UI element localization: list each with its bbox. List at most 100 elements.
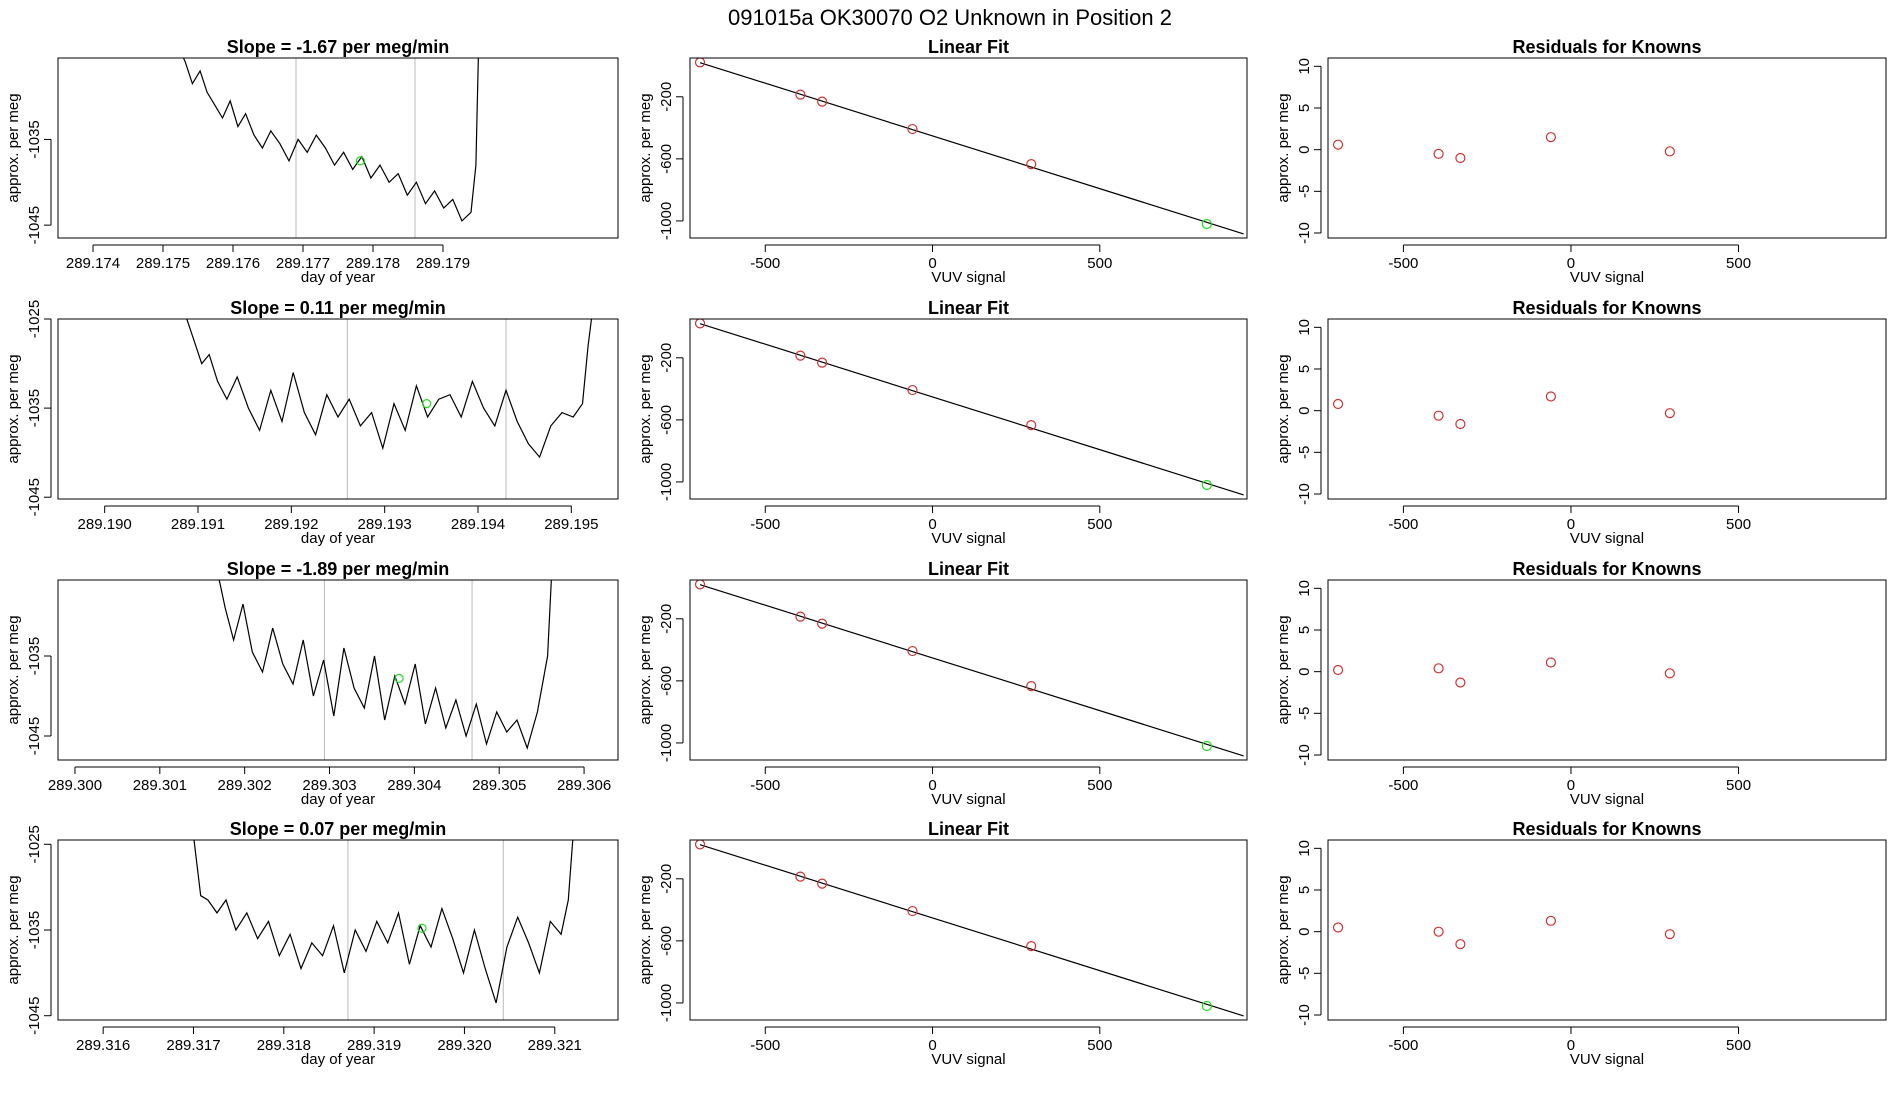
panel-title: Slope = 0.07 per meg/min bbox=[230, 819, 447, 839]
y-tick-label: -1000 bbox=[658, 724, 675, 762]
y-tick-label: -1025 bbox=[26, 300, 43, 338]
known-point bbox=[1433, 410, 1444, 421]
known-point bbox=[907, 905, 918, 917]
x-tick-label: 0 bbox=[1567, 516, 1575, 533]
known-point bbox=[817, 878, 828, 889]
fit-line bbox=[699, 62, 1244, 235]
x-axis-label: day of year bbox=[301, 530, 375, 547]
x-tick-label: 289.175 bbox=[136, 255, 190, 272]
unknown-point bbox=[417, 923, 427, 933]
plot-frame bbox=[689, 57, 1248, 239]
x-tick-label: -500 bbox=[750, 255, 780, 272]
x-tick-label: 289.194 bbox=[451, 516, 505, 533]
plot-frame bbox=[689, 579, 1248, 761]
known-point bbox=[1332, 922, 1344, 933]
y-tick-label: -10 bbox=[1296, 1004, 1313, 1026]
known-point bbox=[795, 611, 806, 622]
y-axis-label: approx. per meg bbox=[637, 354, 654, 463]
plot-frame bbox=[1327, 579, 1887, 761]
y-tick-label: -600 bbox=[658, 926, 675, 956]
known-point bbox=[1455, 152, 1466, 164]
x-tick-label: 289.304 bbox=[387, 777, 441, 794]
x-tick-label: 0 bbox=[1567, 777, 1575, 794]
known-point bbox=[1026, 159, 1037, 170]
plot-area bbox=[694, 580, 1244, 757]
x-tick-label: 289.176 bbox=[206, 255, 260, 272]
known-point bbox=[1664, 408, 1675, 419]
x-axis-label: VUV signal bbox=[1570, 530, 1644, 547]
figure-title: 091015a OK30070 O2 Unknown in Position 2 bbox=[728, 5, 1172, 30]
plot-frame bbox=[689, 839, 1248, 1021]
unknown-point bbox=[1201, 479, 1212, 491]
y-axis-label: approx. per meg bbox=[5, 354, 22, 463]
x-tick-label: 289.317 bbox=[166, 1037, 220, 1054]
x-tick-label: -500 bbox=[750, 777, 780, 794]
unknown-point bbox=[1201, 218, 1212, 230]
unknown-point bbox=[394, 673, 404, 684]
x-axis-label: day of year bbox=[301, 269, 375, 286]
x-tick-label: 500 bbox=[1726, 1037, 1751, 1054]
known-point bbox=[795, 89, 806, 100]
x-tick-label: 289.195 bbox=[544, 516, 598, 533]
x-tick-label: -500 bbox=[750, 516, 780, 533]
known-point bbox=[907, 645, 918, 657]
fit-line bbox=[699, 584, 1244, 757]
x-tick-label: -500 bbox=[1388, 516, 1418, 533]
x-tick-label: 289.178 bbox=[346, 255, 400, 272]
known-point bbox=[907, 384, 918, 396]
x-axis-label: VUV signal bbox=[1570, 1051, 1644, 1068]
x-tick-label: 289.190 bbox=[78, 516, 132, 533]
x-tick-label: 289.302 bbox=[218, 777, 272, 794]
known-point bbox=[1545, 391, 1556, 402]
known-point bbox=[1455, 677, 1466, 688]
x-tick-label: 289.303 bbox=[302, 777, 356, 794]
y-tick-label: -1000 bbox=[658, 202, 675, 240]
panel-title: Slope = -1.67 per meg/min bbox=[227, 37, 450, 57]
x-tick-label: 289.192 bbox=[264, 516, 318, 533]
plot-frame bbox=[1327, 839, 1887, 1021]
y-tick-label: -1000 bbox=[658, 984, 675, 1022]
y-tick-label: 10 bbox=[1296, 840, 1313, 857]
y-tick-label: -1035 bbox=[26, 637, 43, 675]
panel-title: Residuals for Knowns bbox=[1512, 298, 1701, 318]
known-point bbox=[1545, 657, 1556, 668]
known-point bbox=[1664, 146, 1675, 157]
plot-area bbox=[218, 580, 552, 760]
x-tick-label: 289.191 bbox=[171, 516, 225, 533]
y-tick-label: -1025 bbox=[26, 825, 43, 863]
known-point bbox=[1545, 915, 1556, 926]
plot-area bbox=[186, 319, 593, 499]
panel-4-3: -500 0 500 VUV signal 10 5 0 -5 -10 approx. per m… bbox=[1275, 819, 1887, 1068]
panel-3-1: 289.300 289.301 289.302 289.303 289.304 289.3… bbox=[5, 559, 619, 808]
known-point bbox=[795, 871, 806, 882]
signal-trace bbox=[218, 580, 552, 750]
x-tick-label: 500 bbox=[1087, 777, 1112, 794]
y-tick-label: 5 bbox=[1296, 104, 1313, 112]
y-tick-label: -1045 bbox=[26, 997, 43, 1035]
known-point bbox=[1545, 132, 1556, 143]
y-tick-label: 10 bbox=[1296, 58, 1313, 75]
y-tick-label: -10 bbox=[1296, 222, 1313, 244]
y-axis-label: approx. per meg bbox=[5, 875, 22, 984]
plot-area bbox=[182, 58, 479, 238]
x-tick-label: -500 bbox=[1388, 1037, 1418, 1054]
panel-title: Residuals for Knowns bbox=[1512, 37, 1701, 57]
x-tick-label: 289.193 bbox=[358, 516, 412, 533]
x-tick-label: 289.305 bbox=[472, 777, 526, 794]
x-tick-label: 289.179 bbox=[416, 255, 470, 272]
panel-4-1: 289.316 289.317 289.318 289.319 289.320 289.3… bbox=[5, 819, 619, 1068]
x-tick-label: 0 bbox=[1567, 1037, 1575, 1054]
y-tick-label: 5 bbox=[1296, 886, 1313, 894]
plot-frame bbox=[1327, 57, 1887, 239]
y-tick-label: 0 bbox=[1296, 145, 1313, 153]
x-tick-label: 0 bbox=[928, 516, 936, 533]
unknown-point bbox=[422, 399, 432, 409]
known-point bbox=[1433, 148, 1444, 159]
y-tick-label: -5 bbox=[1296, 967, 1313, 980]
y-tick-label: -1035 bbox=[26, 389, 43, 427]
known-point bbox=[795, 350, 806, 361]
x-tick-label: 0 bbox=[928, 1037, 936, 1054]
